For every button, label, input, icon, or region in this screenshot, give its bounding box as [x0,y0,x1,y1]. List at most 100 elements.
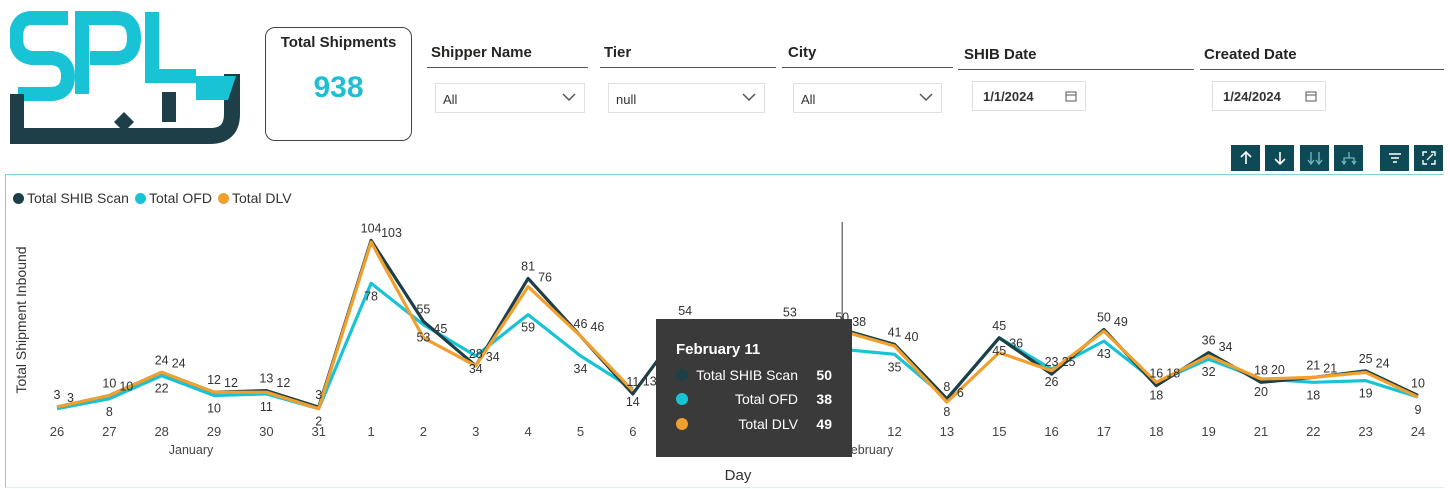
x-tick-label: 28 [154,424,168,439]
drill-down-button[interactable] [1265,145,1294,171]
expand-next-level-button[interactable] [1300,145,1329,171]
tooltip-dot-shib [676,369,688,381]
x-tick-label: 15 [992,424,1006,439]
legend-item-ofd[interactable]: Total OFD [134,190,212,206]
tier-value: null [616,92,637,107]
data-label-shib: 53 [783,306,797,320]
shipper-name-slicer: Shipper Name [427,44,588,68]
tooltip-value-shib: 50 [816,367,832,383]
legend-dot-ofd [134,192,146,204]
tooltip-dot-dlv [676,418,688,430]
data-label-ofd: 11 [260,400,273,414]
chart-tooltip: February 11 Total SHIB Scan 50 Total OFD… [656,319,852,457]
shipper-name-dropdown[interactable]: All [435,83,585,113]
data-label-ofd: 20 [1254,385,1268,399]
data-label-dlv: 12 [276,376,290,390]
city-title: City [782,44,953,68]
x-tick-label: 17 [1097,424,1111,439]
data-label-ofd: 22 [155,382,169,396]
x-tick-label: 12 [887,424,901,439]
city-dropdown[interactable]: All [793,83,942,113]
data-label-shib: 25 [1359,352,1373,366]
x-tick-label: 13 [940,424,954,439]
filter-icon [1388,153,1401,163]
legend-dot-shib [13,192,24,204]
data-label-shib: 12 [207,373,221,387]
shib-date-value: 1/1/2024 [983,89,1034,104]
shib-date-title: SHIB Date [958,46,1194,70]
arrow-down-icon [1273,152,1286,166]
data-label-ofd: 14 [626,395,640,409]
data-label-dlv: 6 [957,386,964,400]
data-label-shib: 55 [416,302,430,316]
x-tick-label: 31 [311,424,325,439]
x-tick-label: 19 [1201,424,1215,439]
tooltip-label-ofd: Total OFD [734,391,798,407]
arrow-up-icon [1239,150,1252,164]
y-axis-title: Total Shipment Inbound [13,246,29,393]
data-label-dlv: 20 [1271,363,1285,377]
data-label-dlv: 36 [1009,337,1023,351]
legend-item-shib[interactable]: Total SHIB Scan [13,190,129,206]
legend-dot-dlv [217,192,229,204]
data-label-dlv: 49 [1114,315,1128,329]
data-label-dlv: 34 [1219,340,1233,354]
created-date-input[interactable]: 1/24/2024 [1212,81,1326,111]
data-label-shib: 13 [259,372,273,386]
data-label-dlv: 10 [119,380,133,394]
data-label-shib: 46 [574,317,588,331]
data-label-dlv: 24 [1376,356,1390,370]
data-label-shib: 8 [943,380,950,394]
data-label-shib: 21 [1306,358,1320,372]
x-tick-label: 30 [259,424,273,439]
x-tick-label: 23 [1358,424,1372,439]
month-label: February [843,443,894,457]
data-label-ofd: 26 [1045,375,1059,389]
tooltip-value-dlv: 49 [816,416,832,432]
data-label-dlv: 24 [172,356,186,370]
chevron-down-icon [562,93,576,102]
calendar-icon[interactable] [1065,90,1077,102]
x-tick-label: 26 [50,424,64,439]
chevron-down-icon [742,93,756,102]
data-label-dlv: 12 [224,376,238,390]
created-date-slicer: Created Date [1200,46,1444,70]
shib-date-input[interactable]: 1/1/2024 [972,81,1086,111]
x-axis-title: Day [725,467,752,484]
data-label-shib: 54 [678,304,692,318]
legend-item-dlv[interactable]: Total DLV [217,190,292,206]
data-label-dlv: 21 [1323,361,1337,375]
filter-button[interactable] [1380,145,1409,171]
shib-date-slicer: SHIB Date [958,46,1194,70]
x-tick-label: 6 [629,424,636,439]
tier-dropdown[interactable]: null [608,83,765,113]
data-label-shib: 24 [155,353,169,367]
tooltip-value-ofd: 38 [816,391,832,407]
legend-label-ofd: Total OFD [148,190,212,206]
x-tick-label: 1 [367,424,374,439]
x-tick-label: 5 [577,424,584,439]
data-label-dlv: 40 [905,330,919,344]
x-tick-label: 29 [207,424,221,439]
card-label: Total Shipments [280,34,397,51]
city-value: All [801,92,816,107]
data-label-dlv: 34 [486,350,500,364]
expand-hierarchy-button[interactable] [1334,145,1363,171]
data-label-shib: 104 [361,221,382,235]
data-label-ofd: 18 [1306,388,1320,402]
shipper-name-value: All [443,92,458,107]
chevron-down-icon [919,93,933,102]
focus-mode-button[interactable] [1414,145,1443,171]
drill-up-button[interactable] [1231,145,1260,171]
data-label-ofd: 45 [992,344,1006,358]
shipper-name-title: Shipper Name [427,44,588,68]
data-label-shib: 81 [521,259,535,273]
data-label-ofd: 32 [1202,365,1216,379]
expand-all-down-icon [1306,152,1323,166]
legend-label-shib: Total SHIB Scan [27,190,129,206]
calendar-icon[interactable] [1305,90,1317,102]
data-label-ofd: 34 [574,362,588,376]
data-label-shib: 36 [1202,334,1216,348]
data-label-shib: 18 [1254,363,1268,377]
data-label-dlv: 45 [433,322,447,336]
